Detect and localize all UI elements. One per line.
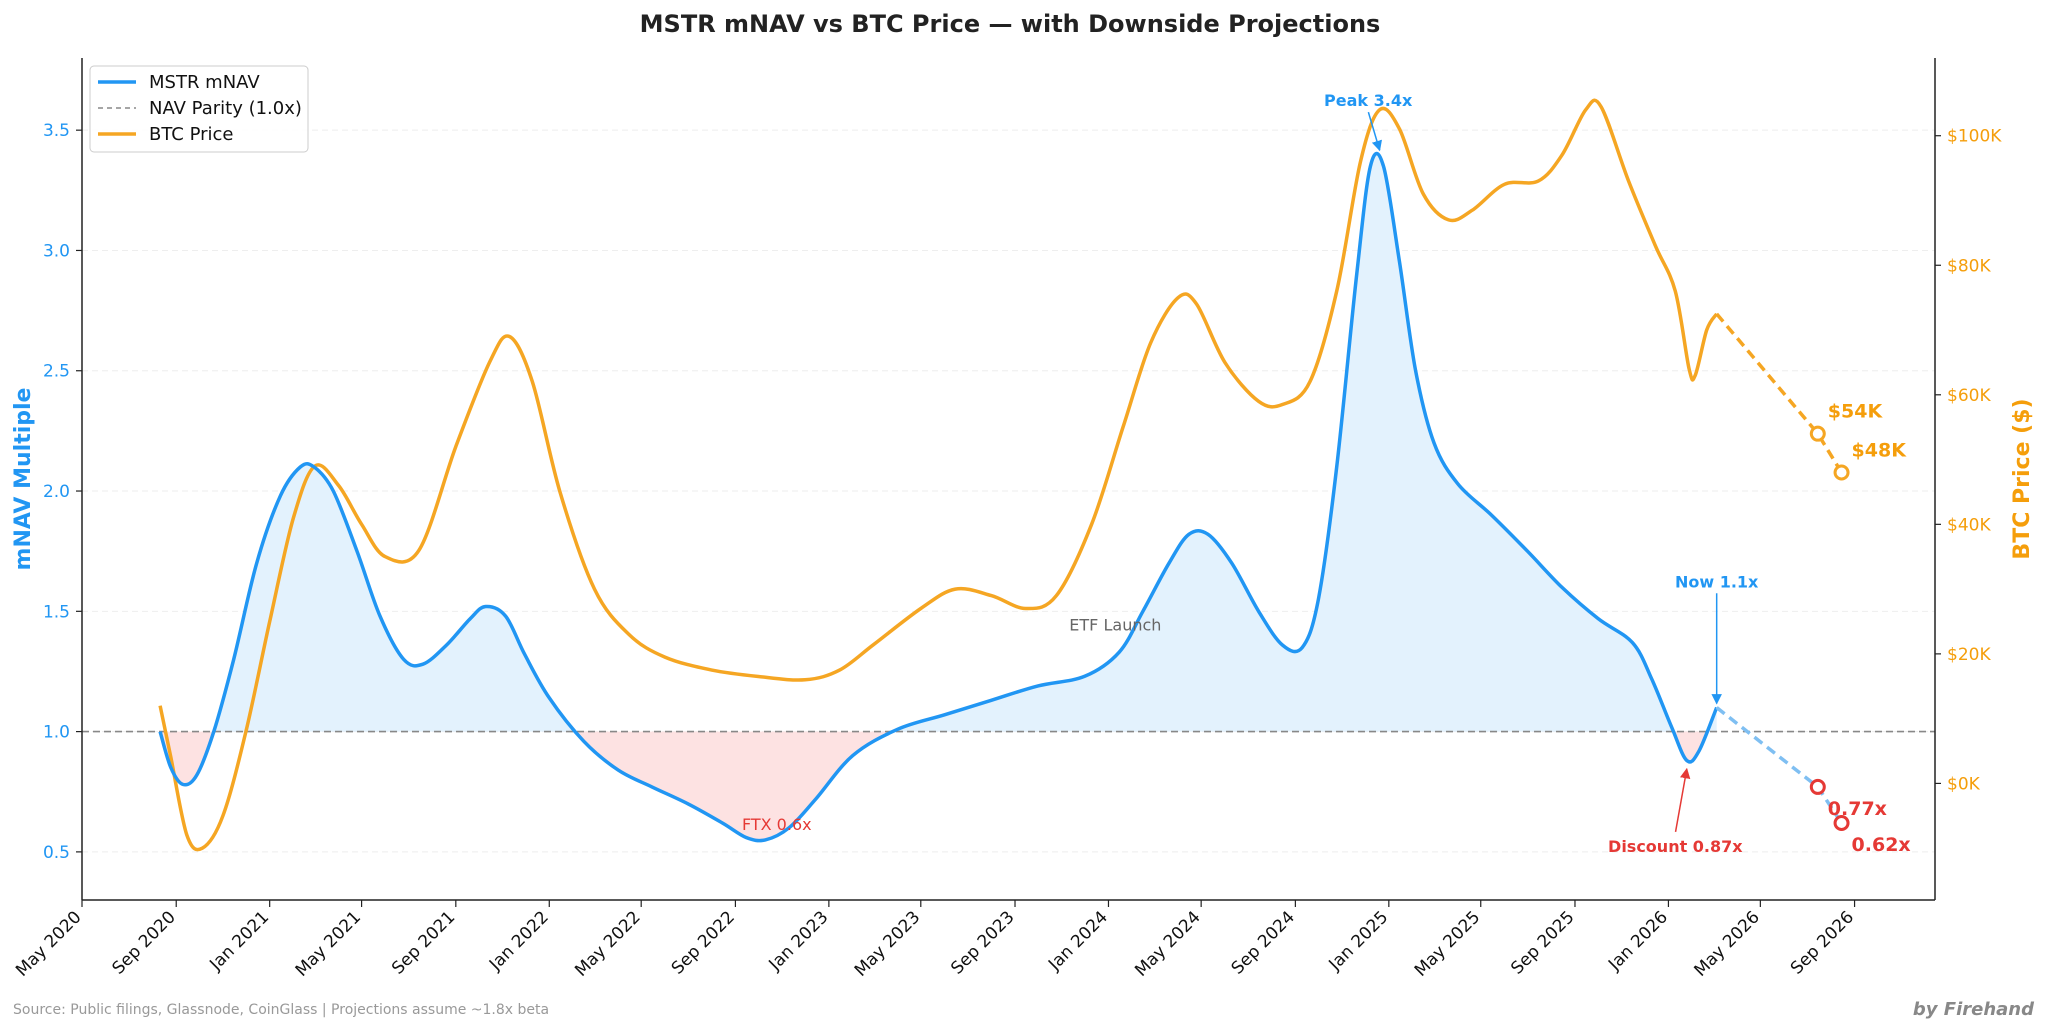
mnav-annotation: Now 1.1x — [1675, 572, 1759, 591]
series-lines — [82, 98, 1935, 852]
x-axis-ticks: May 2020 Sep 2020 Jan 2021 May 2021 Sep 2021… — [12, 900, 1858, 981]
right-tick-label: $0K — [1947, 774, 1981, 794]
btc-projection-marker — [1833, 464, 1850, 481]
legend-label-parity: NAV Parity (1.0x) — [149, 98, 302, 119]
x-tick-label: Jan 2024 — [1044, 907, 1112, 975]
chart-title: MSTR mNAV vs BTC Price — with Downside P… — [640, 10, 1381, 38]
left-axis-label: mNAV Multiple — [11, 388, 36, 571]
premium-fill-area — [160, 153, 1717, 732]
mnav-projection-line — [1715, 706, 1844, 824]
right-axis-label: BTC Price ($) — [2010, 398, 2035, 559]
x-tick-label: Sep 2022 — [668, 907, 739, 978]
discount-annotation: Discount 0.87x — [1608, 837, 1743, 856]
projection-markers: 0.77x 0.62x $54K $48K — [1809, 401, 1911, 856]
etf-launch-annotation: ETF Launch — [1069, 616, 1161, 635]
left-tick-label: 1.0 — [43, 723, 70, 743]
x-tick-label: May 2020 — [12, 907, 85, 980]
right-tick-label: $40K — [1947, 515, 1991, 535]
x-tick-label: Jan 2025 — [1325, 907, 1393, 975]
right-tick-label: $80K — [1947, 256, 1991, 276]
legend-label-mnav: MSTR mNAV — [149, 72, 260, 93]
x-tick-label: May 2025 — [1411, 907, 1484, 980]
legend-box — [89, 65, 309, 153]
annotation-arrow — [1367, 111, 1382, 152]
x-tick-label: May 2021 — [292, 907, 365, 980]
left-axis-ticks: 0.5 1.0 1.5 2.0 2.5 3.0 3.5 — [43, 121, 82, 863]
x-tick-label: May 2023 — [851, 907, 924, 980]
x-tick-label: Jan 2026 — [1604, 907, 1672, 975]
left-tick-label: 3.0 — [43, 241, 70, 261]
mnav-annotation: Peak 3.4x — [1324, 91, 1413, 110]
left-tick-label: 3.5 — [43, 121, 70, 141]
mnav-projection-marker — [1809, 778, 1826, 795]
legend-label-btc: BTC Price — [149, 124, 234, 145]
x-tick-label: Sep 2025 — [1507, 907, 1578, 978]
x-tick-label: Sep 2023 — [947, 907, 1018, 978]
right-axis-ticks: $0K $20K $40K $60K $80K $100K — [1935, 127, 2002, 794]
x-tick-label: Sep 2026 — [1787, 907, 1858, 978]
discount-fill-area — [160, 731, 1717, 841]
left-tick-label: 2.0 — [43, 482, 70, 502]
x-tick-label: May 2024 — [1131, 907, 1204, 980]
legend: MSTR mNAV NAV Parity (1.0x) BTC Price — [89, 65, 309, 153]
right-tick-label: $100K — [1947, 127, 2002, 147]
mnav-projection-label: 0.77x — [1828, 798, 1887, 820]
x-tick-label: May 2022 — [571, 907, 644, 980]
btc-price-line — [158, 98, 1719, 852]
x-tick-label: Sep 2020 — [109, 907, 180, 978]
mnav-projection-marker — [1833, 815, 1850, 832]
grid-lines — [82, 129, 1935, 853]
btc-projection-marker — [1809, 425, 1826, 442]
x-tick-label: Sep 2024 — [1228, 907, 1299, 978]
annotations: Peak 3.4x Now 1.1x Discount 0.87x FTX 0.6x E… — [742, 91, 1759, 856]
left-tick-label: 1.5 — [43, 602, 70, 622]
x-tick-label: Jan 2023 — [765, 907, 833, 975]
right-tick-label: $20K — [1947, 645, 1991, 665]
x-tick-label: Sep 2021 — [388, 907, 459, 978]
x-tick-label: May 2026 — [1690, 907, 1763, 980]
mnav-projection-label: 0.62x — [1852, 834, 1911, 856]
x-tick-label: Jan 2022 — [485, 907, 553, 975]
btc-projection-label: $54K — [1828, 401, 1884, 423]
btc-projection-line — [1715, 312, 1844, 474]
left-tick-label: 2.5 — [43, 362, 70, 382]
ftx-annotation: FTX 0.6x — [742, 815, 812, 834]
mnav-area-fills — [160, 153, 1717, 841]
annotation-arrow — [1674, 767, 1691, 833]
x-tick-label: Jan 2021 — [205, 907, 273, 975]
source-footnote: Source: Public filings, Glassnode, CoinG… — [13, 1002, 549, 1018]
credit-text: by Firehand — [1913, 999, 2035, 1020]
mstr-mnav-line — [158, 151, 1719, 843]
right-tick-label: $60K — [1947, 386, 1991, 406]
btc-projection-label: $48K — [1852, 440, 1908, 462]
plot-frame — [81, 58, 1936, 901]
left-tick-label: 0.5 — [43, 843, 70, 863]
